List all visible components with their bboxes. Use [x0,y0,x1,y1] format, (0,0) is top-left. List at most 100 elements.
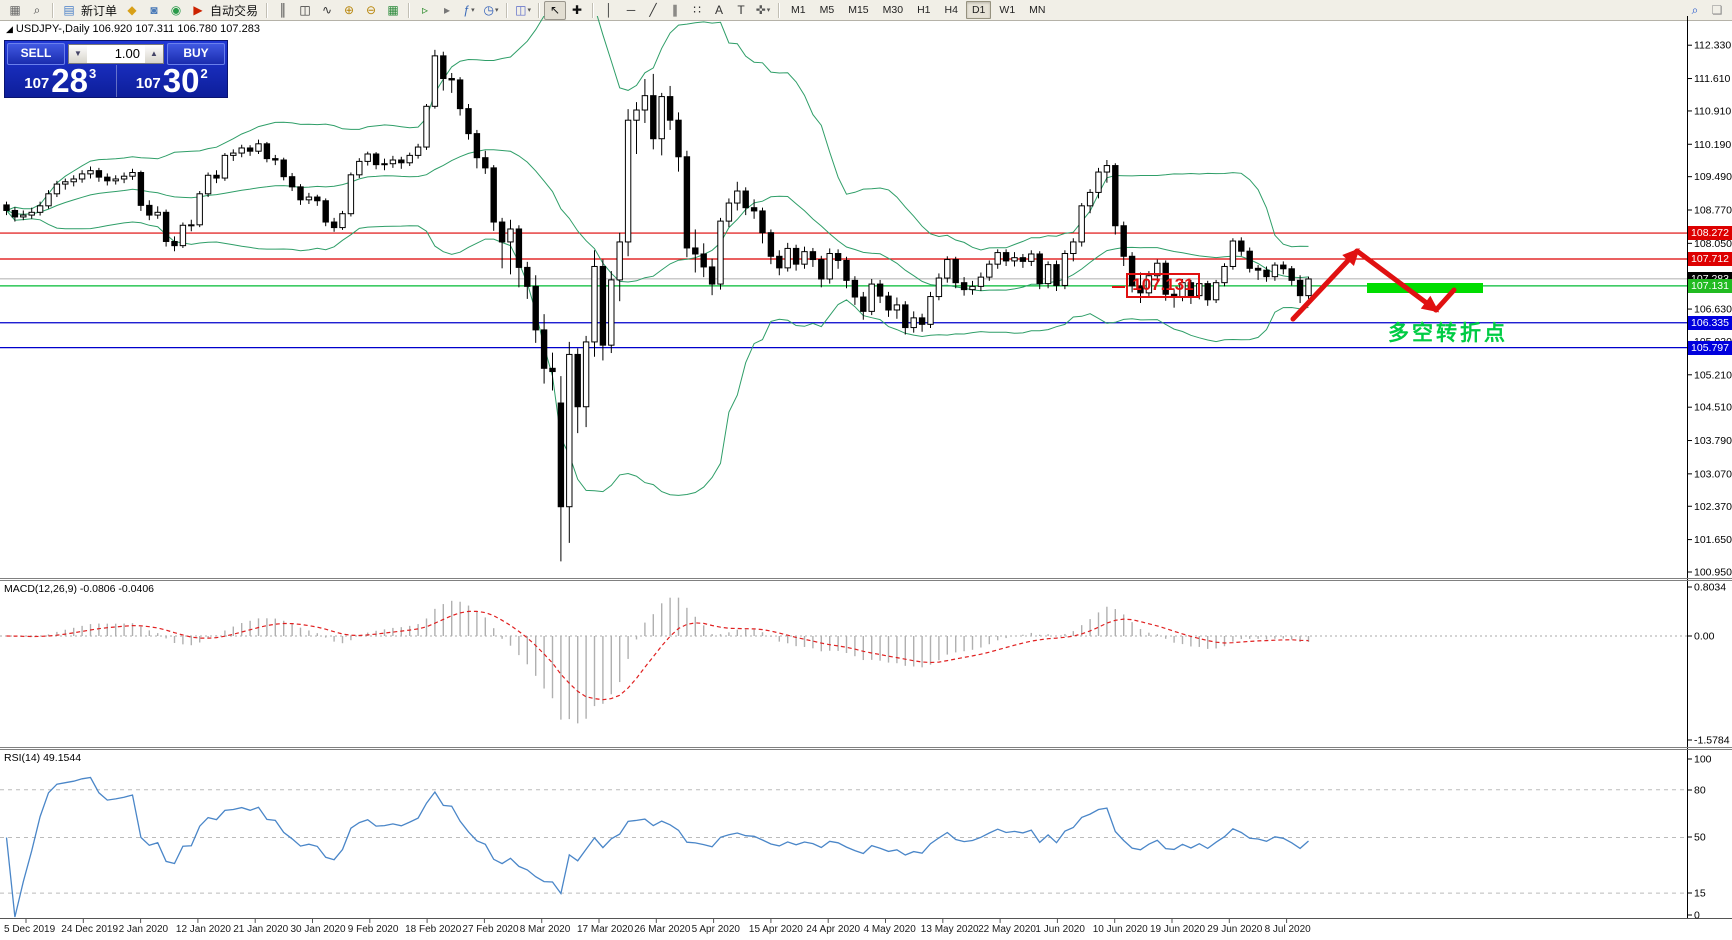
price-callout-label: 107.131 [1126,273,1200,298]
macd-axis-label: 0.8034 [1694,582,1726,594]
periods-icon[interactable]: ◷ ▾ [483,3,499,17]
text-label-icon[interactable]: T [737,3,745,17]
timeframe-h1[interactable]: H1 [917,4,931,16]
price-badge-105.797: 105.797 [1688,341,1732,355]
add-indicator-icon-dropdown[interactable]: ▾ [471,7,475,14]
timeframe-m15[interactable]: M15 [848,4,869,16]
rsi-axis-label: 0 [1694,910,1700,922]
zoom-in-icon[interactable]: ⊕ [344,3,355,17]
price-tick-label: 111.610 [1694,73,1731,85]
price-tick-label: 110.910 [1694,105,1731,117]
date-axis-label: 18 Feb 2020 [405,924,462,935]
volume-down-icon[interactable]: ▼ [69,45,87,63]
text-icon[interactable]: A [715,3,724,17]
date-axis-label: 26 Mar 2020 [634,924,691,935]
support-zone-rect[interactable] [1367,283,1483,293]
timeframe-w1[interactable]: W1 [999,4,1016,16]
timeframe-h4[interactable]: H4 [944,4,958,16]
trend-arrow-segment[interactable] [1354,248,1439,313]
sell-button[interactable]: SELL [7,43,65,65]
crosshair-icon[interactable]: ✚ [572,3,583,17]
timeframe-d1[interactable]: D1 [965,1,992,19]
timeframe-m5[interactable]: M5 [819,4,835,16]
date-axis-label: 4 May 2020 [864,924,917,935]
trendline-icon[interactable]: ╱ [649,3,657,17]
volume-value[interactable]: 1.00 [114,46,140,61]
rsi-indicator-label: RSI(14) 49.1544 [4,752,82,764]
timeframe-m1[interactable]: M1 [791,4,806,16]
horizontal-line-icon[interactable]: ─ [626,3,636,17]
date-axis-label: 12 Jan 2020 [176,924,231,935]
equidistant-channel-icon[interactable]: ∥ [672,3,679,17]
line-chart-type-icon[interactable]: ∿ [322,3,333,17]
price-tick-label: 106.630 [1694,304,1732,316]
cursor-icon[interactable]: ↖ [544,0,567,20]
arrows-icon-dropdown[interactable]: ▾ [766,7,771,14]
date-axis-label: 5 Apr 2020 [692,924,741,935]
volume-up-icon[interactable]: ▲ [145,45,163,63]
date-axis-label: 1 Jun 2020 [1035,924,1085,935]
toolbar-separator [408,2,411,18]
date-axis-label: 24 Apr 2020 [806,924,860,935]
periods-icon-dropdown[interactable]: ▾ [495,7,499,14]
price-tick-label: 101.650 [1694,534,1732,546]
broadcast-icon[interactable]: ◉ [170,3,182,17]
date-axis-label: 8 Mar 2020 [520,924,571,935]
auto-scroll-icon[interactable]: ▹ [422,3,429,17]
date-axis-label: 15 Apr 2020 [749,924,803,935]
date-axis-label: 8 Jul 2020 [1265,924,1312,935]
date-axis-label: 29 Jun 2020 [1207,924,1262,935]
chart-shift-icon[interactable]: ▸ [444,3,451,17]
candle-chart-type-icon[interactable]: ◫ [299,3,311,17]
fibonacci-icon[interactable]: ∷ [693,3,701,17]
new-order-icon[interactable]: ▤+ [63,3,75,17]
auto-trading-icon[interactable]: ▶ [193,3,203,17]
macd-signal-line [6,610,1309,701]
rsi-line [5,776,1309,918]
auto-trading-icon-label[interactable]: 自动交易 [210,3,259,18]
eraser-icon[interactable]: ◆ [127,3,137,17]
tile-windows-icon[interactable]: ▦ [387,3,399,17]
timeframe-mn[interactable]: MN [1029,4,1046,16]
toolbar-right: ⌕ ❏ [1684,1,1728,20]
bollinger-bands [6,16,1309,496]
rsi-axis-label: 15 [1694,888,1706,900]
buy-button[interactable]: BUY [167,43,225,65]
chart-search-icon[interactable]: ⌕ [33,2,41,17]
price-tick-label: 104.510 [1694,402,1732,414]
price-badge-107.131: 107.131 [1688,279,1732,293]
price-badge-106.335: 106.335 [1688,316,1732,330]
date-axis-label: 17 Mar 2020 [577,924,634,935]
templates-icon-dropdown[interactable]: ▾ [527,7,531,14]
sell-price[interactable]: 107 28 3 [5,64,117,97]
add-indicator-icon[interactable]: ƒ ▾ [463,3,475,17]
sell-price-figure: 107 [24,75,50,92]
zoom-out-icon[interactable]: ⊖ [366,3,377,17]
chart-window-icon[interactable]: ▦ [9,3,21,17]
vertical-line-icon[interactable]: │ [605,3,613,17]
buy-price[interactable]: 107 30 2 [117,64,228,97]
new-order-icon-label[interactable]: 新订单 [81,3,118,18]
timeframe-m30[interactable]: M30 [882,4,904,16]
one-click-trade-panel: SELL ▼ 1.00 ▲ BUY 107 28 3 107 30 2 [4,40,228,98]
history-center-icon[interactable]: ◙ [150,3,158,17]
chart-region[interactable]: 112.330 111.610 110.910 110.190 109.490 108.7… [0,16,1732,935]
search-icon[interactable]: ⌕ [1691,2,1699,17]
trend-arrow-segment[interactable] [1433,287,1457,313]
arrows-icon[interactable]: ✜ ▾ [755,3,771,17]
trend-arrow-segment[interactable] [1290,248,1360,322]
price-tick-label: 108.770 [1694,205,1732,217]
toolbar-separator [592,2,595,18]
price-badge-107.712: 107.712 [1688,252,1732,266]
candles [3,49,1312,562]
volume-spinner[interactable]: ▼ 1.00 ▲ [68,44,164,64]
price-tick-label: 112.330 [1694,40,1731,52]
price-tick-label: 103.790 [1694,435,1732,447]
toolbar-separator [266,2,269,18]
templates-icon[interactable]: ◫ ▾ [515,3,531,17]
price-tick-label: 105.210 [1694,369,1732,381]
chat-icon[interactable]: ❏ [1711,3,1723,17]
bar-chart-type-icon[interactable]: ║ [278,3,288,17]
macd-axis-label: 0.00 [1694,631,1715,643]
